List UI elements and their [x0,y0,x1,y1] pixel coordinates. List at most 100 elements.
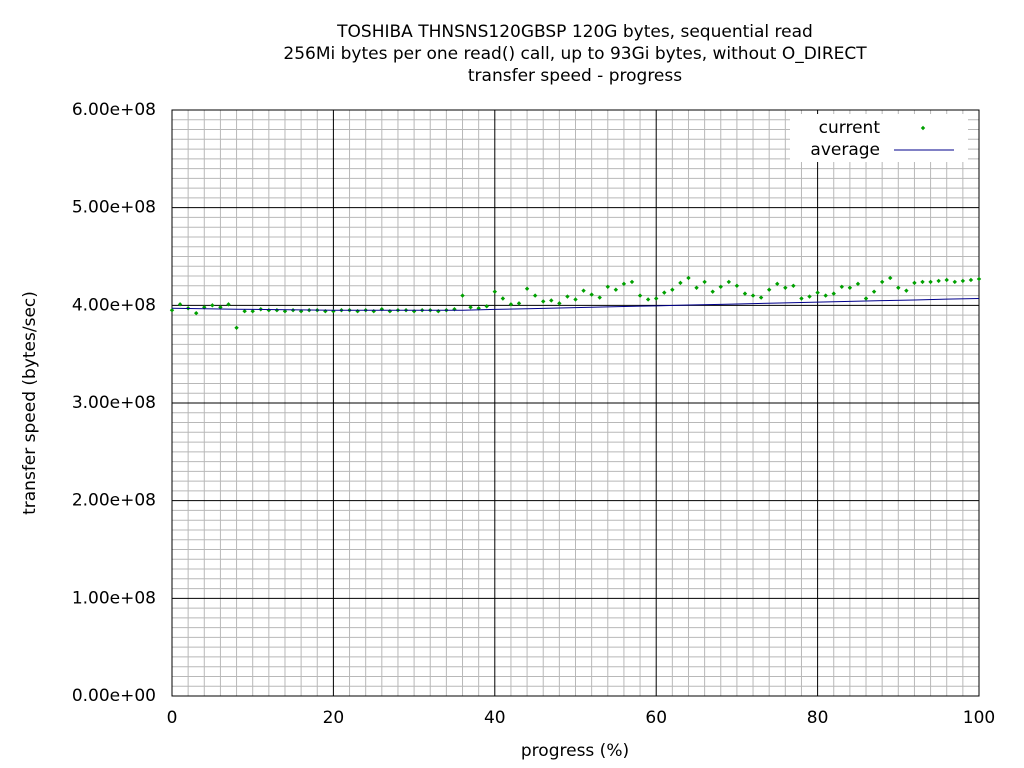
legend-symbol [920,125,926,131]
data-point [928,279,933,285]
data-point [654,296,659,301]
data-point [226,302,231,307]
data-point [541,299,546,304]
legend-label: average [810,140,880,160]
data-point [242,308,247,314]
data-point [637,293,643,298]
data-point [694,285,699,290]
data-point [169,308,175,313]
data-point [879,279,885,285]
data-point [500,296,506,301]
data-point [532,293,538,298]
data-point [524,286,530,291]
data-point [621,281,627,287]
y-tick-label: 6.00e+08 [72,100,156,120]
data-point [662,290,667,295]
data-point [726,279,732,285]
data-point [734,283,740,288]
y-tick-label: 1.00e+08 [72,588,156,608]
data-point [815,290,820,295]
data-point [952,279,957,285]
chart-subtitle: transfer speed - progress [468,66,682,86]
data-point [799,296,804,301]
chart-subtitle: 256Mi bytes per one read() call, up to 9… [283,44,867,64]
data-point [250,308,255,314]
data-point [718,284,723,289]
data-point [508,302,514,307]
x-tick-label: 20 [323,708,345,728]
data-point [968,277,974,283]
chart-title: TOSHIBA THNSNS120GBSP 120G bytes, sequen… [336,22,813,42]
y-tick-label: 3.00e+08 [72,393,156,413]
data-point [710,289,715,294]
data-point [565,294,570,299]
y-tick-label: 0.00e+00 [72,686,156,706]
data-point [807,294,812,299]
data-point [202,305,207,310]
data-line [171,297,980,311]
x-tick-label: 40 [484,708,506,728]
data-point [855,281,861,287]
data-point [871,289,877,294]
data-point [678,280,683,286]
y-tick-label: 4.00e+08 [72,295,156,315]
data-point [645,297,651,302]
x-axis-label: progress (%) [521,741,629,761]
data-point [775,281,780,287]
data-point [904,288,909,293]
data-point [831,291,836,296]
data-point [896,285,901,290]
data-point [750,293,756,298]
data-point [234,325,239,330]
data-point [581,288,586,293]
data-point [823,293,828,298]
data-point [589,292,594,297]
grid: 0 20 40 60 80 100 0.00e+00 1.00e+08 2.00e+08 3.00… [72,100,995,728]
x-tick-label: 60 [645,708,667,728]
data-point [960,278,966,284]
y-tick-label: 5.00e+08 [72,198,156,218]
data-point [670,287,675,292]
data-point [210,303,215,308]
legend-box [790,114,968,162]
data-point [936,278,941,284]
data-point [573,297,578,302]
data-point [839,284,845,289]
data-point [549,298,554,303]
data-point [492,289,497,294]
data-point [613,287,619,292]
data-point [758,295,764,300]
data-point [791,283,796,288]
data-point [742,291,748,296]
x-tick-label: 100 [963,708,995,728]
x-tick-label: 0 [167,708,178,728]
data-point [863,296,869,301]
data-point [605,284,610,289]
data-point [629,279,635,285]
legend-label: current [819,118,881,138]
data-point [177,302,183,307]
data-point [888,275,893,281]
data-point [976,276,982,282]
data-point [686,275,691,281]
y-tick-label: 2.00e+08 [72,491,156,511]
plot [169,275,982,330]
data-point [460,293,465,298]
data-point [484,304,489,309]
data-point [847,285,853,290]
data-point [944,277,949,283]
data-point [783,285,788,290]
data-point [766,287,772,292]
data-point [194,310,199,316]
data-point [702,279,707,285]
data-point [597,295,602,300]
data-point [912,280,917,286]
data-point [516,301,522,306]
y-axis-label: transfer speed (bytes/sec) [20,291,40,515]
data-point [274,308,280,313]
x-tick-label: 80 [807,708,829,728]
data-point [218,305,223,310]
